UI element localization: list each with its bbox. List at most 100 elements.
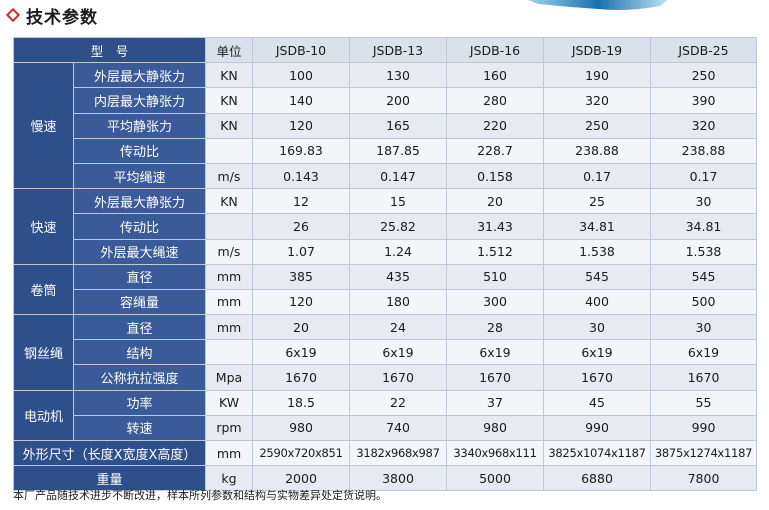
value-cell: 2590x720x851 (252, 439, 350, 467)
param-label-cell: 外层最大静张力 (73, 188, 206, 215)
value-cell: 130 (349, 62, 447, 89)
value-cell: 545 (543, 263, 651, 290)
value-cell: 0.17 (543, 162, 651, 190)
value-cell: 24 (349, 314, 447, 341)
value-cell: 740 (349, 414, 447, 442)
value-cell: 6x19 (650, 339, 757, 366)
header-label-cell: 型 号 (13, 36, 206, 64)
section-title: 技术参数 (26, 7, 98, 28)
value-cell: 320 (650, 112, 757, 139)
value-cell: 1.24 (349, 238, 447, 265)
param-label-cell: 外层最大静张力 (73, 62, 206, 89)
table-row: 公称抗拉强度 Mpa 1670 1670 1670 1670 1670 (14, 364, 757, 391)
param-label-cell: 传动比 (73, 213, 206, 240)
unit-cell: mm (205, 314, 253, 341)
unit-cell: m/s (205, 238, 253, 265)
value-cell: 18.5 (252, 389, 350, 416)
model-header-cell: JSDB-13 (349, 36, 447, 64)
value-cell: 250 (650, 62, 757, 89)
value-cell: 980 (446, 414, 544, 442)
value-cell: 6x19 (543, 339, 651, 366)
value-cell: 390 (650, 87, 757, 114)
unit-cell: KW (205, 389, 253, 416)
value-cell: 6x19 (349, 339, 447, 366)
group-label-cell: 电动机 (13, 389, 74, 442)
value-cell: 140 (252, 87, 350, 114)
value-cell: 20 (252, 314, 350, 341)
table-row: 卷筒 直径 mm 385 435 510 545 545 (13, 263, 757, 316)
value-cell: 169.83 (252, 137, 350, 164)
value-cell: 6x19 (252, 339, 350, 366)
model-header-cell: JSDB-16 (446, 36, 544, 64)
value-cell: 1670 (349, 364, 447, 391)
value-cell: 3182x968x987 (349, 439, 447, 467)
unit-cell (205, 339, 253, 366)
unit-cell: KN (205, 188, 253, 215)
value-cell: 0.143 (252, 162, 350, 190)
value-cell: 6x19 (446, 339, 544, 366)
value-cell: 1.07 (252, 238, 350, 265)
value-cell: 400 (543, 288, 651, 316)
value-cell: 545 (650, 263, 757, 290)
value-cell: 2000 (252, 465, 350, 492)
value-cell: 3800 (349, 465, 447, 492)
value-cell: 3340x968x111 (446, 439, 544, 467)
model-header-cell: JSDB-10 (252, 36, 350, 64)
unit-cell: mm (205, 439, 253, 467)
group-label-cell: 快速 (13, 188, 74, 265)
unit-cell: Mpa (205, 364, 253, 391)
table-row: 平均绳速 m/s 0.143 0.147 0.158 0.17 0.17 (14, 162, 757, 190)
value-cell: 500 (650, 288, 757, 316)
value-cell: 165 (349, 112, 447, 139)
param-label-cell: 容绳量 (73, 288, 206, 316)
value-cell: 3875x1274x1187 (650, 439, 757, 467)
value-cell: 320 (543, 87, 651, 114)
value-cell: 0.147 (349, 162, 447, 190)
value-cell: 22 (349, 389, 447, 416)
value-cell: 5000 (446, 465, 544, 492)
value-cell: 34.81 (650, 213, 757, 240)
value-cell: 990 (543, 414, 651, 442)
table-row: 结构 6x19 6x19 6x19 6x19 6x19 (14, 339, 757, 366)
value-cell: 160 (446, 62, 544, 89)
table-row: 快速 外层最大静张力 KN 12 15 20 25 30 (13, 188, 757, 265)
param-label-cell: 功率 (73, 389, 206, 416)
weight-label-cell: 重量 (13, 465, 206, 492)
value-cell: 30 (543, 314, 651, 341)
unit-cell: KN (205, 62, 253, 89)
value-cell: 0.17 (650, 162, 757, 190)
value-cell: 180 (349, 288, 447, 316)
value-cell: 55 (650, 389, 757, 416)
param-label-cell: 平均静张力 (73, 112, 206, 139)
unit-cell (205, 137, 253, 164)
value-cell: 190 (543, 62, 651, 89)
table-row: 传动比 26 25.82 31.43 34.81 34.81 (14, 213, 757, 240)
weight-row: 重量 kg 2000 3800 5000 6880 7800 (13, 465, 757, 492)
value-cell: 1670 (543, 364, 651, 391)
unit-cell: m/s (205, 162, 253, 190)
value-cell: 187.85 (349, 137, 447, 164)
value-cell: 220 (446, 112, 544, 139)
value-cell: 7800 (650, 465, 757, 492)
value-cell: 34.81 (543, 213, 651, 240)
unit-cell (205, 213, 253, 240)
param-label-cell: 结构 (73, 339, 206, 366)
value-cell: 37 (446, 389, 544, 416)
value-cell: 1670 (650, 364, 757, 391)
unit-cell: mm (205, 263, 253, 290)
value-cell: 238.88 (650, 137, 757, 164)
unit-cell: mm (205, 288, 253, 316)
value-cell: 0.158 (446, 162, 544, 190)
value-cell: 980 (252, 414, 350, 442)
unit-cell: rpm (205, 414, 253, 442)
value-cell: 30 (650, 188, 757, 215)
group-label-cell: 慢速 (13, 62, 74, 190)
table-row: 电动机 功率 KW 18.5 22 37 45 55 (13, 389, 757, 442)
header-unit-cell: 单位 (205, 36, 253, 64)
value-cell: 31.43 (446, 213, 544, 240)
spec-table: 型 号单位 JSDB-10 JSDB-13 JSDB-16 JSDB-19 JSDB-25… (13, 36, 757, 492)
param-label-cell: 直径 (73, 314, 206, 341)
param-label-cell: 公称抗拉强度 (73, 364, 206, 391)
dimensions-row: 外形尺寸（长度X宽度X高度） mm 2590x720x851 3182x968x987… (13, 439, 757, 467)
value-cell: 28 (446, 314, 544, 341)
